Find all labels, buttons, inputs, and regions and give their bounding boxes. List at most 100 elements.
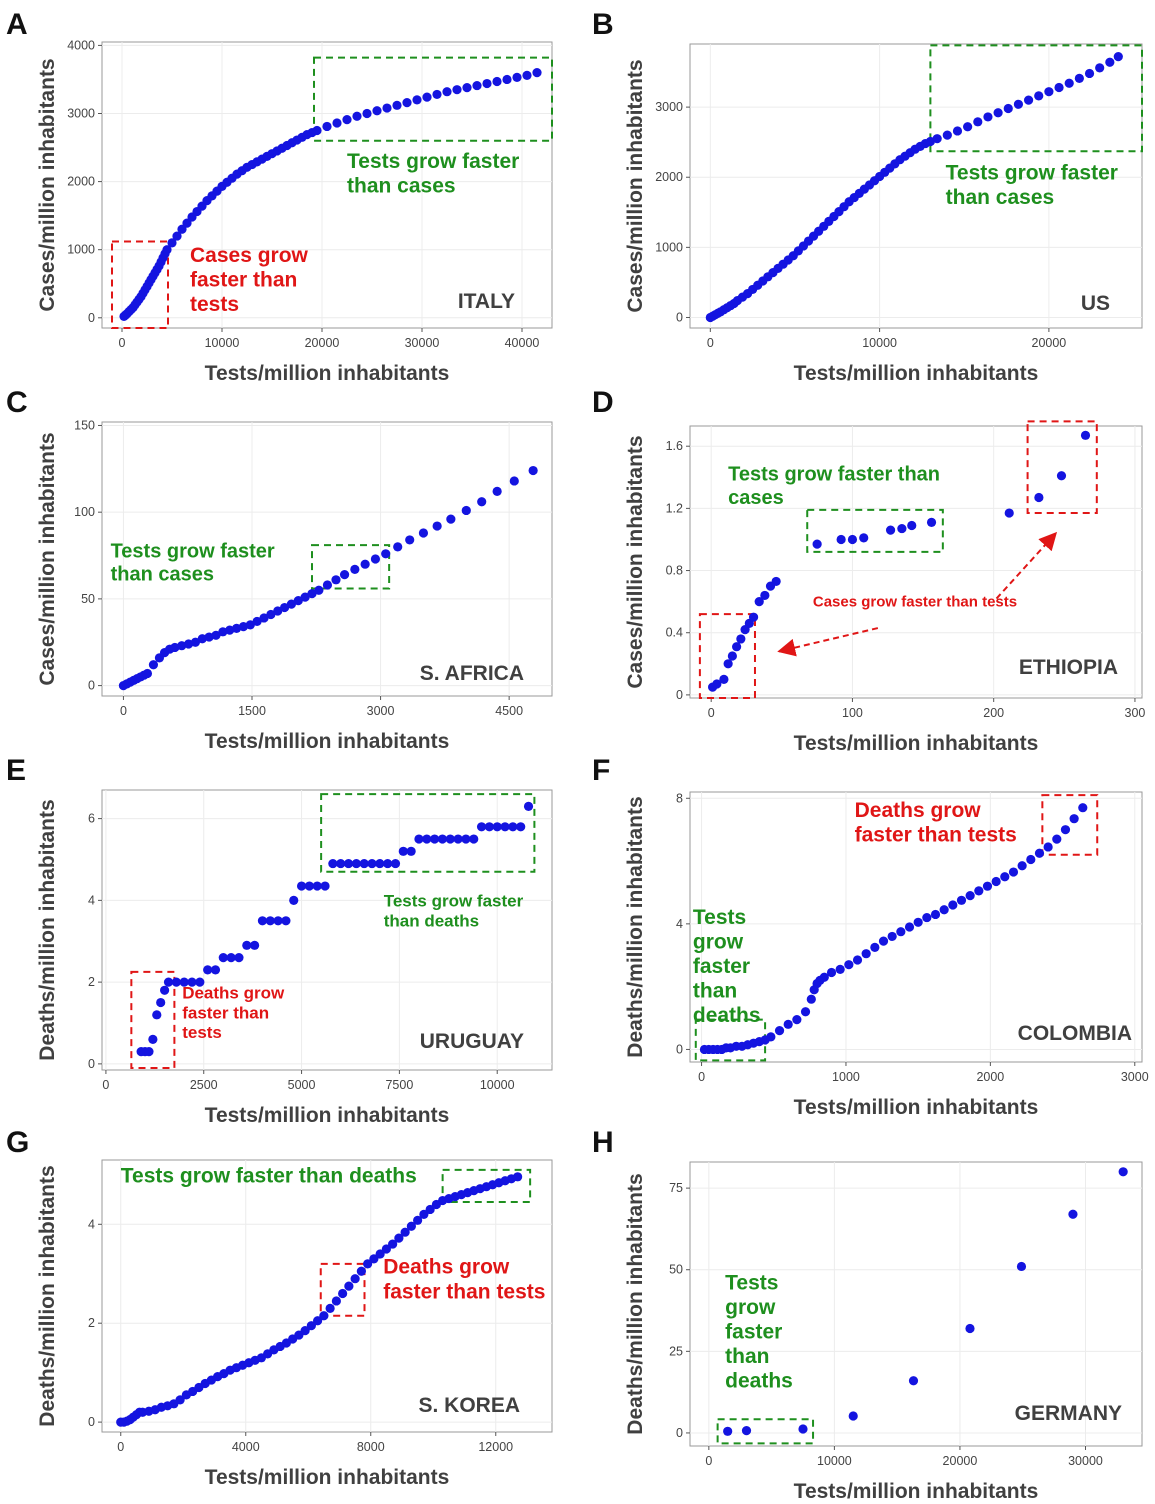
data-point [712, 679, 722, 689]
country-label: ITALY [458, 290, 515, 313]
x-tick-label: 30000 [1068, 1454, 1103, 1468]
annotation-line: Tests [693, 906, 746, 929]
data-point [332, 118, 342, 128]
data-point [1078, 803, 1088, 813]
x-tick-label: 12000 [478, 1440, 513, 1454]
data-point [152, 1010, 162, 1020]
x-tick-label: 10000 [817, 1454, 852, 1468]
data-point [381, 1244, 391, 1254]
x-tick-label: 2000 [976, 1070, 1004, 1084]
data-point [437, 834, 448, 844]
data-point [242, 940, 252, 950]
data-point [390, 858, 401, 869]
annotation-line: deaths [725, 1370, 793, 1393]
data-point [362, 108, 372, 119]
data-point [342, 115, 352, 125]
data-point [852, 955, 863, 965]
data-point [265, 916, 275, 926]
data-point [370, 554, 381, 564]
data-point [897, 523, 907, 534]
x-tick-label: 5000 [288, 1078, 316, 1092]
data-point [1068, 1209, 1078, 1219]
annotation-green: Tests grow faster than cases [111, 540, 275, 585]
y-tick-label: 0 [676, 310, 683, 324]
x-axis-title: Tests/million inhabitants [794, 1096, 1039, 1119]
highlight-box-red [698, 613, 756, 699]
data-point [1069, 814, 1079, 824]
data-point [190, 637, 201, 647]
data-point [1034, 91, 1044, 101]
x-axis-title: Tests/million inhabitants [794, 732, 1039, 755]
data-point [259, 613, 269, 623]
data-point [266, 609, 276, 620]
data-point [425, 1204, 435, 1215]
x-axis-title: Tests/million inhabitants [794, 362, 1039, 385]
y-tick-label: 2000 [655, 170, 683, 184]
x-tick-label: 200 [983, 706, 1004, 720]
data-point [509, 476, 519, 486]
y-tick-label: 0 [88, 311, 95, 325]
data-point [974, 886, 984, 896]
data-point [982, 881, 993, 891]
data-point [484, 822, 494, 832]
x-tick-label: 10000 [205, 336, 240, 350]
data-point [965, 1323, 975, 1334]
data-point [885, 525, 896, 535]
data-point [360, 559, 370, 569]
data-point [792, 1015, 802, 1025]
data-point [847, 534, 858, 545]
panel-a: 0 10000 20000 30000 40000 0 1000 2000 3000 4000 Te… [6, 8, 553, 385]
data-point [844, 960, 854, 970]
data-point [312, 881, 322, 891]
data-point [523, 801, 534, 811]
data-point [430, 834, 440, 844]
annotation-line: faster [725, 1320, 782, 1343]
data-point [363, 1259, 373, 1269]
y-tick-label: 150 [74, 418, 95, 432]
y-tick-label: 75 [669, 1181, 683, 1195]
annotation-line: Tests grow faster than [728, 463, 940, 485]
data-point [350, 564, 360, 575]
data-point [508, 822, 518, 832]
data-point [528, 465, 538, 476]
data-point [234, 952, 244, 963]
data-point [172, 231, 182, 241]
y-tick-label: 0 [676, 1426, 683, 1440]
data-point [908, 1376, 919, 1386]
data-point [1023, 95, 1034, 105]
data-point [314, 585, 324, 595]
x-tick-label: 3000 [1121, 1070, 1149, 1084]
data-point [304, 881, 314, 891]
data-point [293, 596, 303, 606]
data-point [719, 674, 729, 684]
data-point [177, 224, 187, 234]
annotation-line: than cases [111, 564, 214, 586]
y-tick-label: 1.6 [666, 439, 683, 453]
data-point [939, 905, 949, 915]
data-point [783, 1019, 793, 1029]
highlight-box-green [320, 793, 536, 873]
data-point [1034, 492, 1044, 503]
y-axis-title: Deaths/million inhabitants [36, 799, 59, 1060]
data-point [532, 68, 542, 78]
data-point [861, 949, 871, 959]
highlight-box-red [1026, 420, 1098, 515]
data-point [1013, 99, 1024, 109]
y-axis-title: Deaths/million inhabitants [624, 1173, 647, 1434]
data-point [469, 834, 479, 844]
panel-e: 0 2500 5000 7500 10000 0 2 4 6 Deaths grow faster … [6, 754, 553, 1127]
data-point [422, 92, 432, 102]
annotation-red: Deaths grow faster than tests [855, 799, 1017, 847]
data-point [144, 1047, 154, 1057]
panel-h: 0 10000 20000 30000 0 25 50 75 Tests grow faster th… [592, 1126, 1143, 1503]
data-point [413, 1215, 423, 1225]
highlight-box-red [1041, 794, 1099, 856]
data-point [859, 533, 869, 543]
panel-f: 0 1000 2000 3000 0 4 8 Deaths grow faster than t… [592, 754, 1149, 1119]
highlight-box-green [313, 56, 553, 142]
data-point [812, 539, 822, 549]
data-point [252, 616, 262, 627]
panel-letter: E [6, 754, 26, 787]
panel-c: 0 1500 3000 4500 0 50 100 150 Tests grow faster t… [6, 386, 553, 753]
